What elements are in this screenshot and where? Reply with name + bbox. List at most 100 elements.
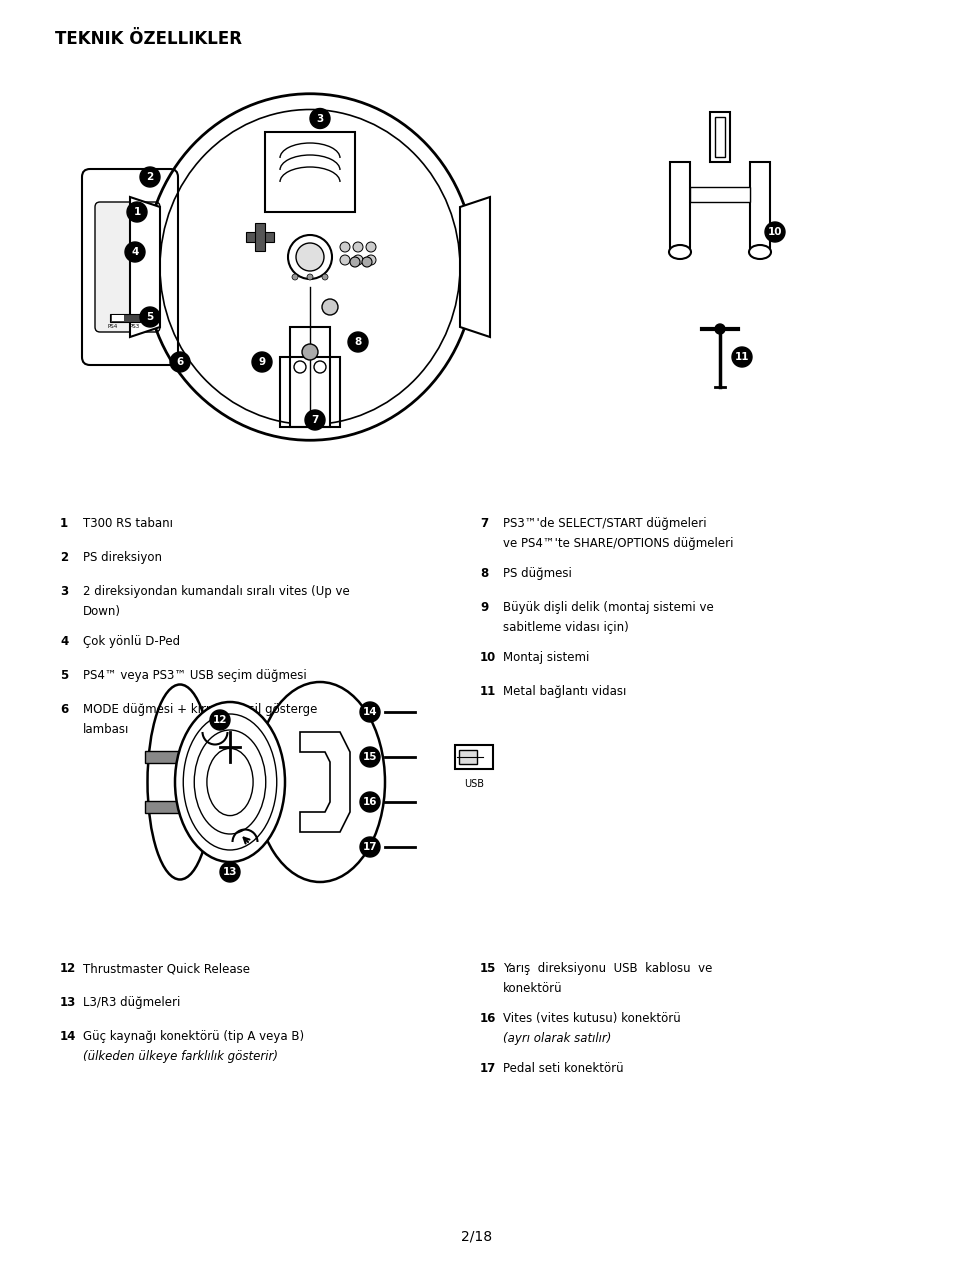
Text: PS direksiyon: PS direksiyon bbox=[83, 551, 162, 563]
Text: 11: 11 bbox=[734, 352, 748, 363]
Circle shape bbox=[339, 242, 350, 252]
Circle shape bbox=[350, 257, 359, 267]
Text: PS3™'de SELECT/START düğmeleri: PS3™'de SELECT/START düğmeleri bbox=[502, 516, 706, 530]
Circle shape bbox=[220, 862, 240, 881]
Circle shape bbox=[359, 837, 379, 857]
FancyBboxPatch shape bbox=[82, 169, 178, 365]
Circle shape bbox=[142, 289, 158, 305]
Text: 4: 4 bbox=[60, 635, 69, 647]
Text: 12: 12 bbox=[213, 715, 227, 725]
Circle shape bbox=[292, 273, 297, 280]
Text: 10: 10 bbox=[479, 651, 496, 664]
Circle shape bbox=[366, 254, 375, 265]
Text: 7: 7 bbox=[311, 415, 318, 425]
Circle shape bbox=[764, 223, 784, 242]
Circle shape bbox=[359, 702, 379, 722]
Text: TEKNIK ÖZELLIKLER: TEKNIK ÖZELLIKLER bbox=[55, 31, 242, 48]
Circle shape bbox=[353, 242, 363, 252]
Circle shape bbox=[305, 410, 325, 430]
Text: 11: 11 bbox=[479, 686, 496, 698]
Text: 9: 9 bbox=[258, 357, 265, 368]
Bar bbox=[145, 750, 185, 763]
Text: USB: USB bbox=[463, 778, 483, 789]
Bar bbox=[455, 745, 493, 770]
Bar bbox=[110, 314, 140, 322]
Circle shape bbox=[339, 254, 350, 265]
Bar bbox=[458, 750, 476, 764]
Text: 17: 17 bbox=[362, 842, 377, 852]
Text: 2: 2 bbox=[60, 551, 68, 563]
Bar bbox=[265, 132, 355, 212]
Text: 14: 14 bbox=[60, 1030, 76, 1043]
Text: 5: 5 bbox=[146, 312, 153, 322]
Text: Thrustmaster Quick Release: Thrustmaster Quick Release bbox=[83, 962, 250, 976]
Circle shape bbox=[307, 273, 313, 280]
Text: 2 direksiyondan kumandalı sıralı vites (Up ve: 2 direksiyondan kumandalı sıralı vites (… bbox=[83, 585, 350, 598]
FancyBboxPatch shape bbox=[95, 202, 160, 332]
Circle shape bbox=[302, 343, 317, 360]
Text: 6: 6 bbox=[176, 357, 183, 368]
Text: Metal bağlantı vidası: Metal bağlantı vidası bbox=[502, 686, 626, 698]
Circle shape bbox=[322, 299, 337, 315]
Text: PS4™ veya PS3™ USB seçim düğmesi: PS4™ veya PS3™ USB seçim düğmesi bbox=[83, 669, 307, 682]
Polygon shape bbox=[130, 197, 160, 337]
Text: 2: 2 bbox=[146, 172, 153, 182]
Text: (ülkeden ülkeye farklılık gösterir): (ülkeden ülkeye farklılık gösterir) bbox=[83, 1049, 277, 1063]
Circle shape bbox=[322, 273, 328, 280]
Circle shape bbox=[127, 202, 147, 223]
Circle shape bbox=[294, 361, 306, 373]
Text: 2/18: 2/18 bbox=[461, 1230, 492, 1244]
Circle shape bbox=[140, 167, 160, 187]
Text: 3: 3 bbox=[316, 113, 323, 123]
Bar bbox=[254, 223, 265, 251]
Circle shape bbox=[288, 235, 332, 279]
Ellipse shape bbox=[668, 245, 690, 259]
Text: Vites (vites kutusu) konektörü: Vites (vites kutusu) konektörü bbox=[502, 1013, 680, 1025]
Text: Pedal seti konektörü: Pedal seti konektörü bbox=[502, 1062, 623, 1075]
Circle shape bbox=[361, 257, 372, 267]
Text: sabitleme vidası için): sabitleme vidası için) bbox=[502, 621, 628, 633]
Text: MODE düğmesi + kırmızı/yeşil gösterge: MODE düğmesi + kırmızı/yeşil gösterge bbox=[83, 703, 317, 716]
Text: 8: 8 bbox=[479, 567, 488, 580]
Circle shape bbox=[252, 352, 272, 371]
Polygon shape bbox=[749, 162, 769, 252]
Text: 16: 16 bbox=[362, 798, 376, 806]
Text: 9: 9 bbox=[479, 600, 488, 614]
Text: 15: 15 bbox=[479, 962, 496, 976]
Text: Çok yönlü D-Ped: Çok yönlü D-Ped bbox=[83, 635, 180, 647]
Circle shape bbox=[353, 254, 363, 265]
Text: 3: 3 bbox=[60, 585, 68, 598]
Circle shape bbox=[142, 229, 158, 245]
Text: Montaj sistemi: Montaj sistemi bbox=[502, 651, 589, 664]
Text: L3/R3 düğmeleri: L3/R3 düğmeleri bbox=[83, 996, 180, 1009]
Bar bbox=[280, 357, 339, 427]
Text: Yarış  direksiyonu  USB  kablosu  ve: Yarış direksiyonu USB kablosu ve bbox=[502, 962, 712, 976]
Circle shape bbox=[359, 747, 379, 767]
Circle shape bbox=[210, 710, 230, 730]
Text: 5: 5 bbox=[60, 669, 69, 682]
Circle shape bbox=[170, 352, 190, 371]
Text: 1: 1 bbox=[133, 207, 140, 218]
Ellipse shape bbox=[254, 682, 385, 881]
Circle shape bbox=[359, 792, 379, 812]
Text: 15: 15 bbox=[362, 752, 376, 762]
Text: 7: 7 bbox=[479, 516, 488, 530]
Circle shape bbox=[714, 324, 724, 335]
Polygon shape bbox=[299, 731, 350, 832]
Text: (ayrı olarak satılır): (ayrı olarak satılır) bbox=[502, 1032, 611, 1046]
Text: 10: 10 bbox=[767, 226, 781, 237]
Text: 4: 4 bbox=[132, 247, 138, 257]
Text: 17: 17 bbox=[479, 1062, 496, 1075]
Bar bbox=[290, 327, 330, 427]
Text: Güç kaynağı konektörü (tip A veya B): Güç kaynağı konektörü (tip A veya B) bbox=[83, 1030, 304, 1043]
Circle shape bbox=[310, 108, 330, 128]
Text: 14: 14 bbox=[362, 707, 377, 717]
Circle shape bbox=[125, 242, 145, 262]
Text: Down): Down) bbox=[83, 605, 121, 618]
Circle shape bbox=[295, 243, 324, 271]
Text: Büyük dişli delik (montaj sistemi ve: Büyük dişli delik (montaj sistemi ve bbox=[502, 600, 713, 614]
Text: PS4: PS4 bbox=[108, 324, 118, 329]
Bar bbox=[145, 801, 185, 813]
Text: 13: 13 bbox=[222, 868, 237, 876]
Text: 16: 16 bbox=[479, 1013, 496, 1025]
